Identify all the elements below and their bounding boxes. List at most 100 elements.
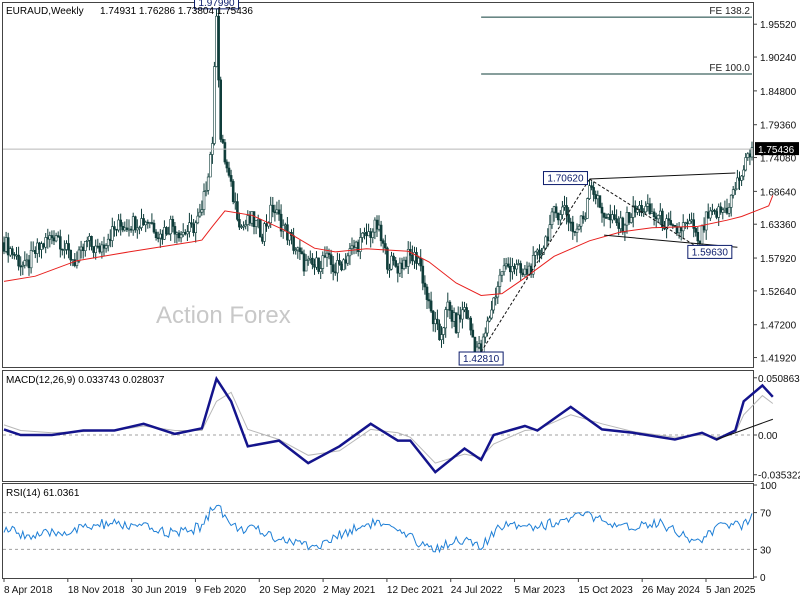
x-tick-label: 8 Apr 2018 — [4, 585, 53, 596]
candle-body — [392, 255, 395, 261]
fe-label: FE 100.0 — [709, 63, 750, 74]
candle-body — [740, 175, 743, 181]
candle-body — [604, 217, 608, 219]
candle-body — [250, 211, 254, 224]
candle-body — [86, 240, 89, 242]
candle-body — [90, 236, 93, 247]
x-tick-label: 30 Jun 2019 — [132, 585, 187, 596]
candle-body — [129, 228, 133, 231]
candle-body — [177, 232, 181, 239]
candle-body — [748, 153, 752, 158]
candle-body — [54, 235, 58, 242]
candle-body — [100, 244, 104, 253]
rsi-y-tick-label: 100 — [760, 481, 777, 492]
candle-body — [404, 259, 408, 267]
candle-body — [692, 219, 696, 229]
candle-body — [219, 79, 222, 140]
candle-body — [608, 214, 612, 221]
candle-body — [398, 262, 402, 274]
chart-header-symbol: EURAUD,Weekly — [6, 6, 84, 17]
candle-body — [188, 222, 191, 232]
candle-body — [700, 225, 704, 245]
candle-body — [390, 255, 393, 270]
y-tick-label: 1.79360 — [760, 121, 797, 132]
candle-body — [736, 177, 739, 190]
candle-body — [131, 216, 135, 231]
candle-body — [58, 236, 62, 250]
candle-body — [633, 205, 637, 213]
candle-body — [192, 223, 195, 234]
y-tick-label: 1.41920 — [760, 354, 797, 365]
candle-body — [331, 264, 335, 273]
candle-body — [227, 167, 231, 176]
trendlines — [480, 172, 738, 353]
candle-body — [523, 268, 527, 276]
candle-body — [656, 215, 660, 220]
candle-body — [492, 297, 495, 311]
rsi-panel: RSI(14) 61.0361 — [2, 483, 754, 579]
candle-body — [646, 203, 650, 207]
price-label: 1.42810 — [463, 354, 500, 365]
candle-body — [456, 314, 460, 333]
price-candles — [2, 7, 754, 362]
candle-body — [592, 187, 595, 195]
candle-body — [344, 259, 348, 264]
candle-body — [688, 220, 691, 225]
candle-body — [338, 260, 341, 265]
candle-body — [361, 232, 364, 238]
candle-body — [583, 218, 587, 220]
candle-body — [431, 310, 435, 325]
candle-body — [719, 206, 723, 213]
candle-body — [38, 242, 41, 250]
x-tick-label: 5 Jan 2025 — [706, 585, 756, 596]
rsi-line — [3, 504, 753, 554]
candle-body — [738, 177, 741, 181]
x-tick-label: 24 Jul 2022 — [451, 585, 503, 596]
candle-body — [498, 274, 502, 287]
candle-body — [40, 243, 43, 250]
candle-body — [565, 205, 568, 215]
candle-body — [202, 191, 206, 210]
candle-body — [173, 226, 177, 235]
candle-body — [163, 227, 166, 240]
candle-body — [263, 223, 266, 242]
candle-body — [52, 237, 56, 242]
candle-body — [315, 257, 318, 268]
candle-body — [690, 219, 693, 222]
candle-body — [79, 246, 83, 251]
y-tick-label: 1.52640 — [760, 287, 797, 298]
candle-body — [383, 243, 387, 249]
candle-body — [596, 195, 600, 200]
candle-body — [9, 248, 12, 256]
candle-body — [240, 226, 243, 228]
candle-body — [352, 245, 356, 248]
candle-body — [94, 245, 97, 253]
candle-body — [15, 254, 18, 257]
candle-body — [558, 214, 562, 221]
price-label-box — [542, 171, 588, 186]
candle-body — [658, 210, 662, 216]
candle-body — [427, 299, 431, 302]
x-tick-label: 5 Mar 2023 — [515, 585, 566, 596]
candle-body — [325, 252, 329, 258]
candle-body — [421, 265, 425, 284]
main-y-axis: 1.95520 1.90240 1.84800 1.79360 1.74080 1.686… — [753, 20, 799, 365]
candle-body — [223, 142, 227, 163]
candle-body — [340, 263, 343, 271]
candle-body — [594, 194, 598, 200]
candle-body — [544, 236, 548, 249]
candle-body — [525, 268, 529, 275]
candle-body — [296, 247, 300, 251]
candle-body — [258, 219, 262, 238]
candle-body — [677, 227, 681, 234]
candle-body — [196, 215, 200, 224]
candle-body — [694, 228, 698, 233]
candle-body — [256, 219, 260, 221]
candle-body — [319, 268, 323, 272]
candle-body — [686, 222, 689, 225]
candle-body — [723, 207, 727, 211]
candle-body — [415, 252, 418, 264]
candle-body — [181, 232, 185, 236]
y-tick-label: 1.63360 — [760, 220, 797, 231]
macd-trendline — [716, 418, 774, 440]
